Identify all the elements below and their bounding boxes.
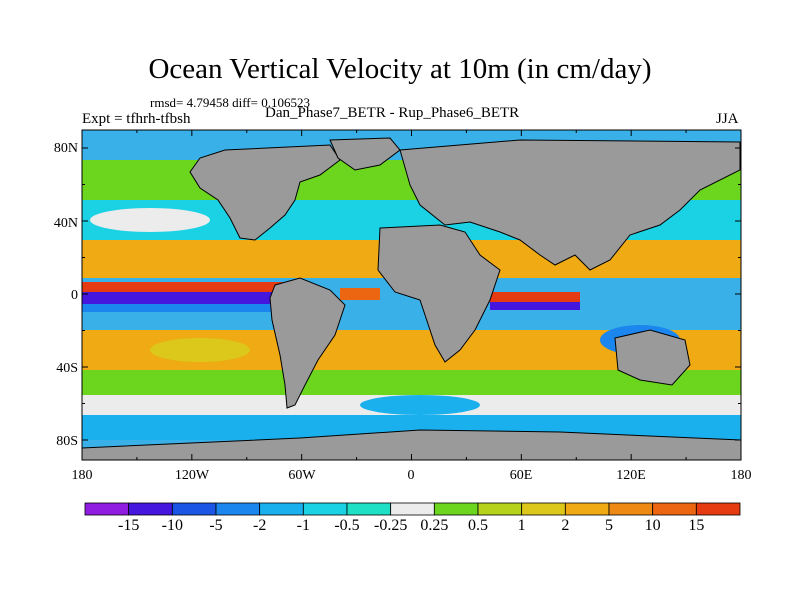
lon-label: 180	[71, 468, 93, 483]
south-america-land	[269, 277, 346, 409]
colorbar-swatch	[433, 502, 479, 516]
colorbar-label: -0.5	[334, 517, 360, 534]
field-patch	[90, 208, 210, 232]
season-label: JJA	[716, 111, 739, 127]
lon-label: 180	[730, 468, 752, 483]
stats-label: rmsd= 4.79458 diff= 0.106523	[150, 95, 310, 110]
experiment-label: Expt = tfhrh-tfbsh	[82, 111, 191, 127]
colorbar-label: -15	[117, 517, 140, 534]
lat-label: 80N	[53, 141, 78, 156]
colorbar-label: 2	[561, 517, 570, 534]
colorbar-label: -10	[161, 517, 183, 534]
colorbar-label: 10	[644, 517, 661, 534]
map-field	[82, 130, 741, 460]
colorbar-swatch	[259, 502, 304, 516]
field-band	[340, 288, 380, 300]
chart-title: Ocean Vertical Velocity at 10m (in cm/da…	[148, 53, 652, 85]
colorbar-swatch	[608, 502, 654, 516]
lat-label: 0	[71, 288, 78, 303]
africa-land	[377, 224, 501, 363]
colorbar-label: -2	[252, 517, 267, 534]
colorbar	[84, 502, 741, 516]
colorbar-swatch	[171, 502, 217, 516]
colorbar-swatch	[84, 502, 130, 516]
colorbar-swatch	[695, 502, 741, 516]
colorbar-swatch	[521, 502, 566, 516]
colorbar-label: 0.25	[420, 517, 449, 534]
australia-land	[614, 329, 691, 386]
colorbar-swatch	[302, 502, 348, 516]
colorbar-swatch	[390, 502, 435, 516]
lon-label: 60E	[509, 468, 533, 483]
equatorial-downwelling	[82, 292, 282, 304]
colorbar-swatch	[128, 502, 173, 516]
north-america-land	[189, 144, 341, 241]
colorbar-label: -0.25	[373, 517, 408, 534]
eurasia-land	[399, 139, 741, 271]
colorbar-label: -1	[296, 517, 310, 534]
lat-label: 80S	[56, 434, 78, 449]
colorbar-label: 0.5	[468, 517, 488, 534]
colorbar-label: -5	[209, 517, 223, 534]
antarctica-land	[82, 429, 741, 460]
colorbar-label: 1	[517, 517, 526, 534]
colorbar-swatch	[564, 502, 610, 516]
lon-label: 120E	[616, 468, 646, 483]
lon-label: 60W	[288, 468, 316, 483]
lon-label: 120W	[174, 468, 210, 483]
lat-label: 40S	[56, 361, 78, 376]
equatorial-upwelling	[480, 292, 580, 302]
lon-label: 0	[407, 468, 415, 483]
field-patch	[150, 338, 250, 362]
lat-label: 40N	[53, 216, 78, 231]
colorbar-swatch	[652, 502, 697, 516]
colorbar-swatch	[215, 502, 261, 516]
equatorial-downwelling	[490, 302, 580, 310]
equatorial-upwelling	[82, 282, 302, 292]
comparison-label: Dan_Phase7_BETR - Rup_Phase6_BETR	[265, 105, 520, 121]
greenland-land	[329, 137, 401, 171]
colorbar-swatch	[346, 502, 392, 516]
axis-ticks	[81, 130, 742, 460]
colorbar-swatch	[477, 502, 523, 516]
colorbar-label: 5	[605, 517, 613, 534]
colorbar-label: 15	[688, 517, 705, 534]
field-patch	[360, 395, 480, 415]
field-band	[82, 304, 282, 312]
